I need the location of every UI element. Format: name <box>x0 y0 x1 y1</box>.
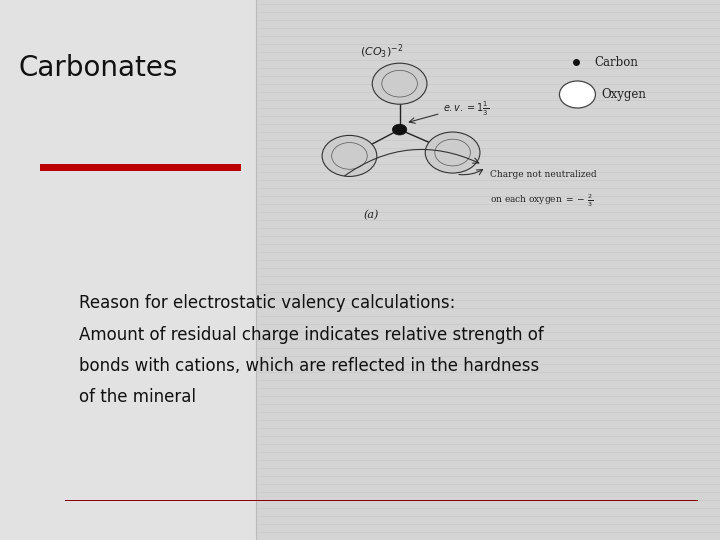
Text: Carbonates: Carbonates <box>18 53 177 82</box>
Circle shape <box>372 63 427 104</box>
Circle shape <box>392 124 407 135</box>
Text: $(CO_3)^{-2}$: $(CO_3)^{-2}$ <box>360 43 403 61</box>
Circle shape <box>322 136 377 177</box>
Text: on each oxygen $= -\,\frac{2}{3}$: on each oxygen $= -\,\frac{2}{3}$ <box>490 193 593 210</box>
Text: Charge not neutralized: Charge not neutralized <box>490 170 596 179</box>
Text: Carbon: Carbon <box>594 56 638 69</box>
Text: of the mineral: of the mineral <box>79 388 196 406</box>
Text: Oxygen: Oxygen <box>601 88 646 101</box>
Text: bonds with cations, which are reflected in the hardness: bonds with cations, which are reflected … <box>79 357 539 375</box>
Text: $e.v. = 1\frac{1}{3}$: $e.v. = 1\frac{1}{3}$ <box>443 100 489 118</box>
Text: Amount of residual charge indicates relative strength of: Amount of residual charge indicates rela… <box>79 326 544 343</box>
Circle shape <box>426 132 480 173</box>
Bar <box>65 500 698 501</box>
Circle shape <box>559 81 595 108</box>
Bar <box>40 164 241 171</box>
Text: (a): (a) <box>363 211 379 221</box>
Text: Reason for electrostatic valency calculations:: Reason for electrostatic valency calcula… <box>79 294 456 312</box>
Bar <box>0 0 256 540</box>
